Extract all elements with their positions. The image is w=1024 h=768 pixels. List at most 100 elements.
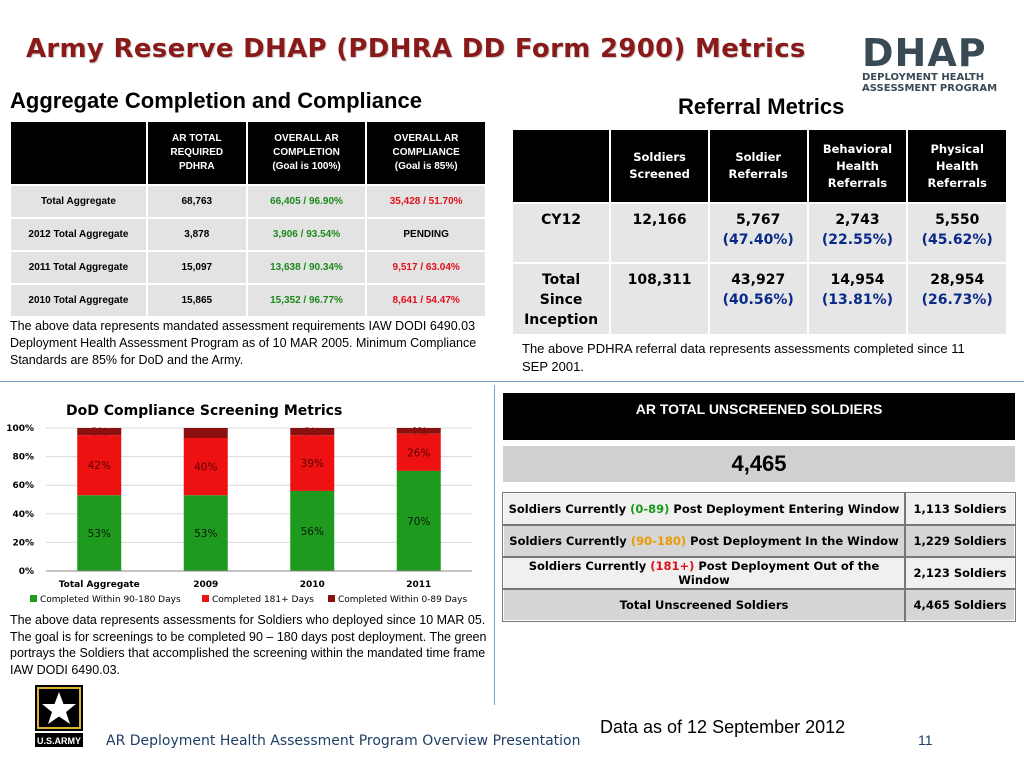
- header-cell: Physical Health Referrals: [906, 128, 1008, 204]
- referrals-value: 43,927: [731, 272, 786, 288]
- referral-table: Soldiers Screened Soldier Referrals Beha…: [510, 128, 1008, 336]
- row-label: Total Since Inception: [510, 262, 612, 336]
- physical-pct: (26.73%): [921, 292, 993, 308]
- data-label: 4%: [410, 426, 427, 438]
- bar-segment: [290, 428, 335, 436]
- y-tick-label: 80%: [12, 453, 34, 463]
- unscreened-heading: AR TOTAL UNSCREENED SOLDIERS: [503, 393, 1015, 440]
- header-cell: Soldiers Screened: [609, 128, 710, 204]
- referrals-pct: (47.40%): [722, 232, 794, 248]
- label-post: Post Deployment In the Window: [686, 534, 899, 548]
- referrals-cell: 43,927 (40.56%): [707, 262, 809, 336]
- total-value: 4,465 Soldiers: [904, 588, 1016, 622]
- completion-cell: 66,405 / 96.90%: [245, 184, 368, 219]
- completion-cell: 15,352 / 96.77%: [245, 283, 368, 318]
- data-label: 42%: [88, 460, 111, 472]
- data-label: 7%: [197, 428, 214, 440]
- range-label: (181+): [650, 559, 695, 573]
- header-cell: Soldier Referrals: [707, 128, 809, 204]
- x-tick-label: Total Aggregate: [59, 580, 140, 590]
- table-row: Soldiers Currently (0-89) Post Deploymen…: [502, 492, 1016, 526]
- header-cell: [510, 128, 612, 204]
- behavioral-value: 2,743: [835, 212, 880, 228]
- range-label: (90-180): [630, 534, 687, 548]
- unscreened-total: 4,465: [503, 446, 1015, 482]
- behavioral-cell: 14,954 (13.81%): [806, 262, 909, 336]
- legend-label: Completed 181+ Days: [212, 595, 314, 605]
- table-header-row: Soldiers Screened Soldier Referrals Beha…: [510, 128, 1008, 204]
- data-label: 53%: [194, 528, 217, 540]
- table-row: CY12 12,166 5,767 (47.40%) 2,743 (22.55%) …: [510, 202, 1008, 264]
- bar-segment: [77, 428, 122, 436]
- data-label: 5%: [304, 427, 321, 439]
- bar-segment: [290, 435, 335, 491]
- row-label: Total Aggregate: [9, 184, 148, 219]
- referral-note: The above PDHRA referral data represents…: [522, 341, 965, 374]
- physical-cell: 5,550 (45.62%): [906, 202, 1008, 264]
- compliance-cell: 8,641 / 54.47%: [365, 283, 487, 318]
- bar-segment: [183, 438, 228, 496]
- data-label: 5%: [91, 427, 108, 439]
- behavioral-pct: (22.55%): [821, 232, 894, 248]
- completion-cell: 13,638 / 90.34%: [245, 250, 368, 285]
- data-label: 39%: [301, 458, 324, 470]
- y-tick-label: 60%: [12, 481, 34, 491]
- compliance-chart: DoD Compliance Screening Metrics 53% 42% 5…: [6, 403, 472, 605]
- logo-line-1: DEPLOYMENT HEALTH: [862, 72, 985, 83]
- table-row: Soldiers Currently (90-180) Post Deploym…: [502, 524, 1016, 558]
- screened-cell: 108,311: [609, 262, 710, 336]
- required-cell: 15,865: [145, 283, 248, 318]
- page-title: Army Reserve DHAP (PDHRA DD Form 2900) M…: [26, 34, 806, 64]
- behavioral-cell: 2,743 (22.55%): [806, 202, 909, 264]
- physical-cell: 28,954 (26.73%): [906, 262, 1008, 336]
- chart-note: The above data represents assessments fo…: [10, 613, 487, 677]
- table-row: Total Unscreened Soldiers 4,465 Soldiers: [502, 588, 1016, 622]
- physical-value: 5,550: [935, 212, 980, 228]
- table-row: 2012 Total Aggregate 3,878 3,906 / 93.54…: [9, 217, 487, 252]
- table-row: 2011 Total Aggregate 15,097 13,638 / 90.…: [9, 250, 487, 285]
- table-row: Total Since Inception 108,311 43,927 (40.…: [510, 262, 1008, 336]
- referrals-pct: (40.56%): [722, 292, 794, 308]
- x-tick-label: 2011: [406, 580, 431, 590]
- behavioral-value: 14,954: [830, 272, 885, 288]
- legend-swatch: [202, 595, 209, 602]
- total-label: Total Unscreened Soldiers: [502, 588, 906, 622]
- data-label: 26%: [407, 447, 430, 459]
- bar-segment: [396, 470, 441, 571]
- referral-heading: Referral Metrics: [678, 94, 845, 119]
- label-pre: Soldiers Currently: [508, 502, 631, 516]
- x-tick-label: 2009: [193, 580, 218, 590]
- data-as-of: Data as of 12 September 2012: [600, 717, 846, 737]
- row-label: 2010 Total Aggregate: [9, 283, 148, 318]
- bar-segment: [396, 428, 441, 434]
- aggregate-heading: Aggregate Completion and Compliance: [10, 88, 422, 113]
- compliance-cell: PENDING: [365, 217, 487, 252]
- footer-text: AR Deployment Health Assessment Program …: [106, 733, 581, 749]
- row-label: 2011 Total Aggregate: [9, 250, 148, 285]
- bar-segment: [290, 490, 335, 571]
- y-tick-label: 20%: [12, 538, 34, 548]
- completion-cell: 3,906 / 93.54%: [245, 217, 368, 252]
- header-cell: OVERALL AR COMPLETION (Goal is 100%): [245, 120, 368, 186]
- y-tick-label: 0%: [19, 567, 34, 577]
- bar-segment: [183, 495, 228, 571]
- bar-segment: [183, 428, 228, 439]
- window-value: 2,123 Soldiers: [904, 556, 1016, 590]
- table-header-row: AR TOTAL REQUIRED PDHRA OVERALL AR COMPL…: [9, 120, 487, 186]
- bar-segment: [77, 435, 122, 496]
- x-tick-label: 2010: [300, 580, 325, 590]
- label-pre: Soldiers Currently: [509, 534, 631, 548]
- page-number: 11: [918, 732, 933, 748]
- label-post: Post Deployment Out of the Window: [678, 559, 880, 587]
- legend-label: Completed Within 90-180 Days: [40, 595, 181, 605]
- horizontal-divider: [0, 381, 1024, 382]
- required-cell: 68,763: [145, 184, 248, 219]
- window-label: Soldiers Currently (181+) Post Deploymen…: [502, 556, 906, 590]
- legend-swatch: [328, 595, 335, 602]
- header-cell: AR TOTAL REQUIRED PDHRA: [145, 120, 248, 186]
- data-label: 40%: [194, 462, 217, 474]
- physical-value: 28,954: [930, 272, 985, 288]
- logo-wordmark: DHAP: [862, 31, 987, 75]
- aggregate-table: AR TOTAL REQUIRED PDHRA OVERALL AR COMPL…: [9, 120, 487, 318]
- table-row: 2010 Total Aggregate 15,865 15,352 / 96.…: [9, 283, 487, 318]
